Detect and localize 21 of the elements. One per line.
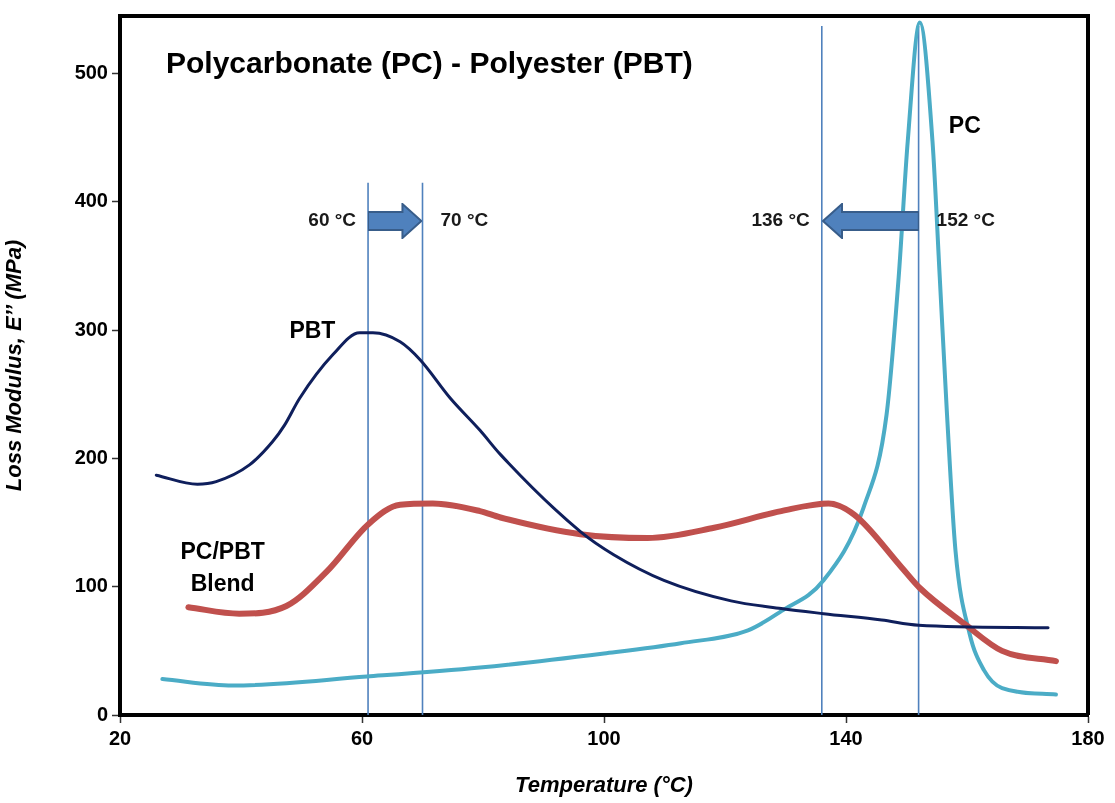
y-axis-title: Loss Modulus, E’’ (MPa) [1, 239, 27, 492]
ref-line-label: 136 °C [751, 209, 811, 231]
x-tick-label: 180 [1071, 726, 1105, 749]
y-tick-label: 100 [74, 574, 108, 597]
series-label: PC [948, 111, 981, 140]
line-series [160, 20, 1058, 697]
text: Polycarbonate (PC) - Polyester (PBT) [166, 46, 693, 80]
y-tick-label: 300 [74, 317, 108, 340]
x-axis-title: Temperature (°C) [515, 771, 693, 797]
x-tick-label: 100 [587, 726, 621, 749]
y-tick-label: 400 [74, 189, 108, 212]
y-tick-label: 500 [74, 61, 108, 84]
ref-line-label: 70 °C [440, 209, 489, 231]
y-tick-label: 0 [96, 702, 108, 725]
x-tick-label: 60 [350, 726, 374, 749]
x-tick-label: 20 [108, 726, 132, 749]
ref-line-label: 60 °C [308, 209, 357, 231]
y-tick-label: 200 [74, 446, 108, 468]
x-tick-label: 140 [829, 726, 863, 749]
series-label: PBT [289, 316, 336, 346]
series-label: PC/PBT Blend [180, 536, 265, 598]
